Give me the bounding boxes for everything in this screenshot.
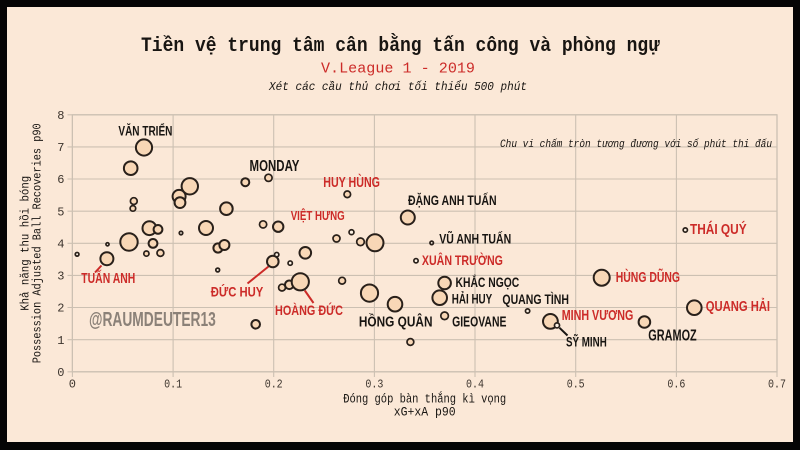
svg-text:@RAUMDEUTER13: @RAUMDEUTER13 (89, 309, 216, 331)
svg-text:HUY HÙNG: HUY HÙNG (323, 173, 380, 191)
svg-text:V.League 1 - 2019: V.League 1 - 2019 (321, 61, 475, 78)
svg-text:VĂN TRIỂN: VĂN TRIỂN (118, 121, 172, 139)
svg-text:TUẤN ANH: TUẤN ANH (81, 270, 135, 287)
svg-text:VŨ ANH TUẤN: VŨ ANH TUẤN (439, 230, 511, 247)
svg-text:0.6: 0.6 (667, 378, 685, 392)
svg-text:HOÀNG ĐỨC: HOÀNG ĐỨC (275, 301, 343, 318)
svg-text:3: 3 (57, 270, 64, 284)
svg-text:0.3: 0.3 (365, 378, 383, 392)
svg-text:XUÂN TRƯỜNG: XUÂN TRƯỜNG (422, 251, 503, 268)
svg-text:Tiền vệ trung tâm cân bằng tấn: Tiền vệ trung tâm cân bằng tấn công và p… (141, 33, 660, 58)
svg-text:HÙNG DŨNG: HÙNG DŨNG (616, 268, 680, 286)
svg-text:8: 8 (57, 109, 64, 123)
svg-text:0.4: 0.4 (466, 378, 484, 392)
svg-text:0: 0 (57, 366, 64, 380)
svg-text:Xét các cầu thủ chơi tối thiểu: Xét các cầu thủ chơi tối thiểu 500 phút (268, 81, 527, 94)
svg-text:0.5: 0.5 (567, 378, 585, 392)
svg-text:GIEOVANE: GIEOVANE (452, 315, 507, 331)
svg-text:GRAMOZ: GRAMOZ (648, 328, 697, 345)
svg-text:Đóng góp bàn thắng kì vọng: Đóng góp bàn thắng kì vọng (343, 391, 506, 407)
svg-text:0: 0 (69, 378, 76, 392)
svg-text:Possession Adjusted Ball Recov: Possession Adjusted Ball Recoveries p90 (31, 123, 45, 363)
svg-text:KHẮC NGỌC: KHẮC NGỌC (456, 273, 520, 290)
svg-text:MINH VƯƠNG: MINH VƯƠNG (562, 308, 634, 324)
svg-text:xG+xA p90: xG+xA p90 (394, 406, 456, 420)
svg-text:1: 1 (57, 334, 64, 348)
svg-text:Khả năng thu hồi bóng: Khả năng thu hồi bóng (19, 176, 33, 311)
svg-text:4: 4 (57, 238, 64, 252)
svg-text:0.1: 0.1 (164, 378, 182, 392)
svg-text:VIỆT HƯNG: VIỆT HƯNG (291, 208, 345, 223)
svg-text:ĐỨC HUY: ĐỨC HUY (211, 282, 264, 299)
svg-text:2: 2 (57, 302, 64, 316)
svg-text:ĐẶNG ANH TUẤN: ĐẶNG ANH TUẤN (408, 192, 497, 208)
svg-text:5: 5 (57, 205, 64, 219)
svg-text:QUANG HẢI: QUANG HẢI (706, 298, 770, 315)
svg-text:THÁI QUÝ: THÁI QUÝ (690, 220, 747, 238)
svg-text:HỒNG QUÂN: HỒNG QUÂN (359, 313, 433, 331)
svg-text:MONDAY: MONDAY (250, 158, 300, 175)
svg-text:QUANG TÌNH: QUANG TÌNH (502, 291, 569, 307)
svg-text:7: 7 (57, 141, 64, 155)
svg-text:0.2: 0.2 (265, 378, 283, 392)
svg-text:0.7: 0.7 (768, 378, 786, 392)
svg-text:HẢI HUY: HẢI HUY (452, 290, 493, 306)
svg-text:SỸ MINH: SỸ MINH (566, 333, 607, 350)
svg-text:Chu vi chấm tròn tương đương v: Chu vi chấm tròn tương đương với số phút… (500, 138, 772, 151)
svg-text:6: 6 (57, 173, 64, 187)
